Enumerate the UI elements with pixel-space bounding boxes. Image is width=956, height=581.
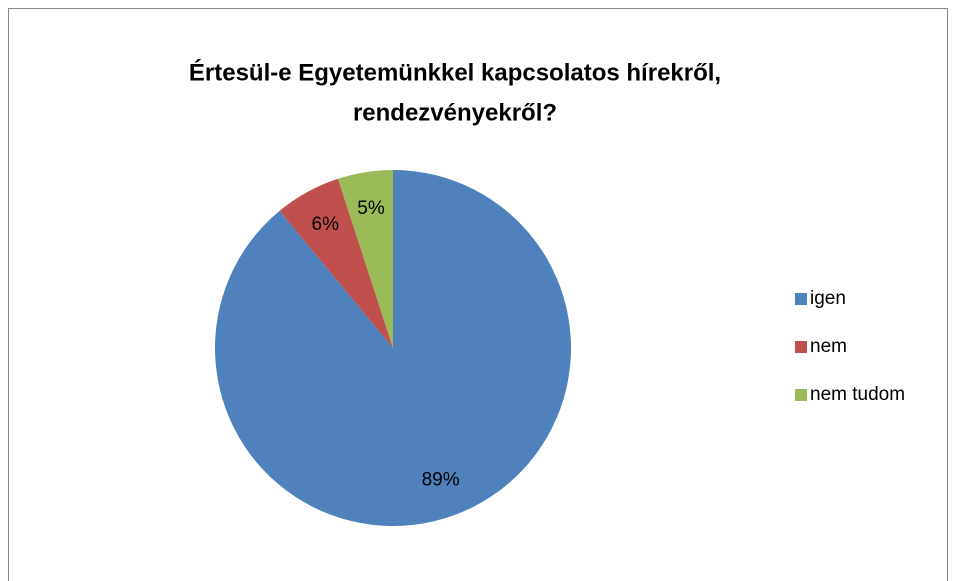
data-label: 6%: [312, 214, 340, 235]
legend-swatch: [795, 341, 807, 353]
data-label: 5%: [357, 198, 385, 219]
legend-label: nem: [810, 336, 847, 357]
legend-label: nem tudom: [810, 384, 905, 405]
data-label: 89%: [422, 469, 460, 490]
pie-slice: [337, 170, 393, 348]
legend-label: igen: [810, 288, 846, 309]
legend-swatch: [795, 293, 807, 305]
pie-slice: [279, 178, 393, 348]
legend-swatch: [795, 389, 807, 401]
chart-title: rendezvényekről?: [353, 99, 557, 126]
chart-title: Értesül-e Egyetemünkkel kapcsolatos híre…: [189, 58, 721, 86]
pie-slice: [215, 170, 571, 527]
